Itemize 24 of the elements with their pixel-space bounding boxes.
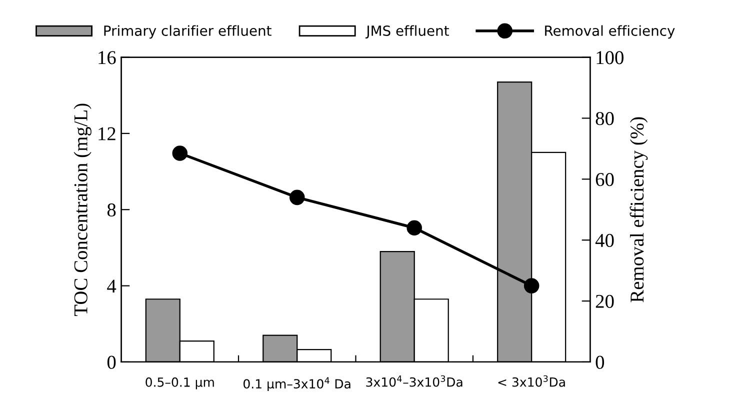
x-tick-label: 0.5–0.1 μm: [146, 377, 214, 390]
y2-tick-label: 20: [596, 294, 614, 308]
point: [524, 278, 540, 294]
y-tick-label: 8: [107, 203, 116, 217]
y-tick-label: 0: [107, 356, 116, 369]
y2-tick-label: 60: [596, 172, 614, 186]
legend-label: JMS effluent: [365, 25, 449, 39]
y2-tick-label: 40: [595, 234, 614, 248]
y2-tick-label: 100: [596, 51, 624, 64]
legend-label: Removal efficiency: [545, 25, 675, 39]
legend-label: Primary clarifier effluent: [104, 25, 272, 39]
point: [172, 146, 188, 161]
y2-tick-label: 0: [596, 356, 604, 369]
y2-tick-label: 80: [596, 112, 614, 126]
x-tick-label: < 3x10$^{3}$Da: [498, 375, 565, 387]
x-tick-label: 3x10$^{4}$–3x10$^{3}$Da: [366, 375, 462, 387]
y-axis-title: TOC Concentration (mg/L): [74, 104, 92, 316]
y-tick-label: 4: [107, 280, 116, 293]
x-tick-label: 0.1 μm–3x10$^{4}$ Da: [244, 377, 350, 391]
y2-axis-title: Removal efficiency (%): [630, 117, 648, 302]
point: [406, 220, 422, 236]
point: [289, 190, 305, 206]
y-tick-label: 16: [98, 51, 116, 64]
y-tick-label: 12: [98, 127, 116, 140]
